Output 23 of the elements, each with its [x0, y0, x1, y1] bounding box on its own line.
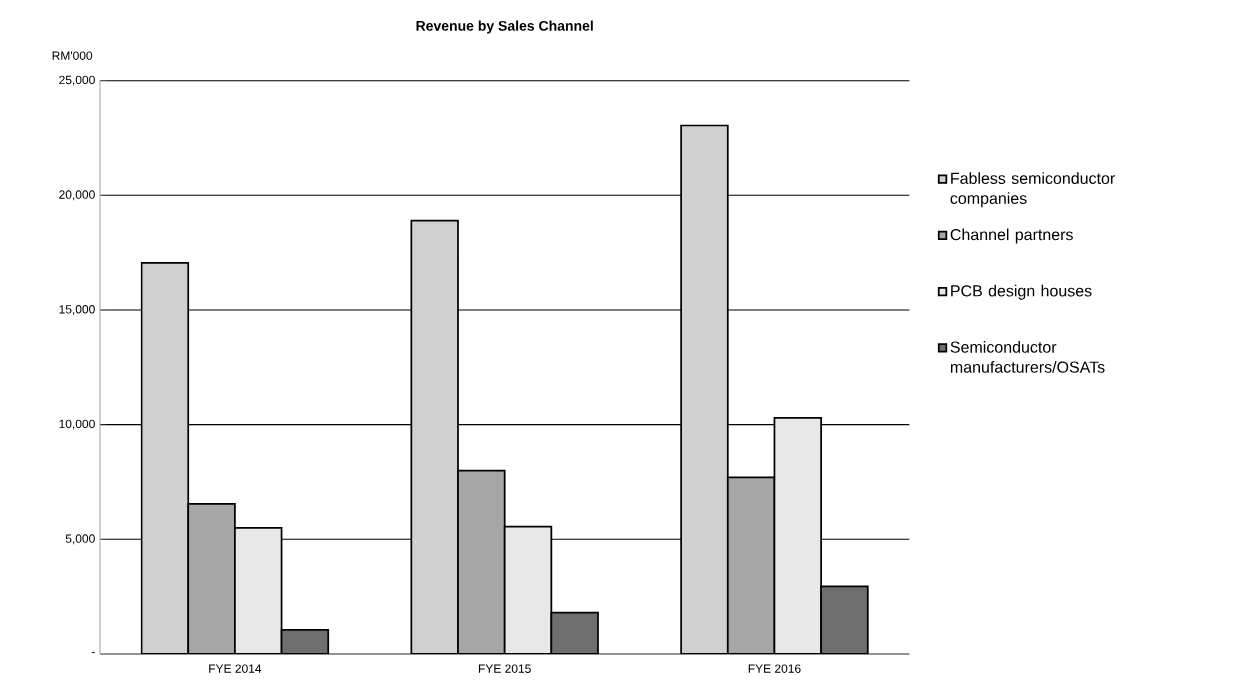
y-tick-label: 25,000 — [59, 75, 95, 86]
bar — [820, 585, 869, 654]
legend-label: Channel partners — [950, 228, 1073, 244]
legend-label: PCB design houses — [951, 284, 1092, 300]
bar — [234, 526, 283, 654]
y-axis-title: RM'000 — [52, 51, 93, 60]
bar — [503, 525, 553, 654]
y-tick-label: 20,000 — [59, 190, 95, 201]
bar — [773, 416, 822, 654]
bar — [680, 124, 729, 654]
legend-label: Semiconductor manufacturers/OSATs — [950, 341, 1105, 373]
bar — [140, 262, 190, 654]
x-tick-label: FYE 2015 — [478, 664, 531, 673]
y-tick-label: 5,000 — [65, 534, 95, 545]
bar — [410, 219, 459, 654]
legend-label: Fabless semiconductor companies — [950, 172, 1115, 208]
chart-title: Revenue by Sales Channel — [416, 20, 593, 34]
y-tick-label: 15,000 — [59, 305, 95, 315]
y-tick-label: - — [91, 652, 95, 654]
x-tick-label: FYE 2016 — [748, 664, 801, 673]
x-tick-label: FYE 2014 — [209, 664, 262, 673]
y-tick-label: 10,000 — [59, 419, 95, 430]
bar — [550, 611, 599, 654]
